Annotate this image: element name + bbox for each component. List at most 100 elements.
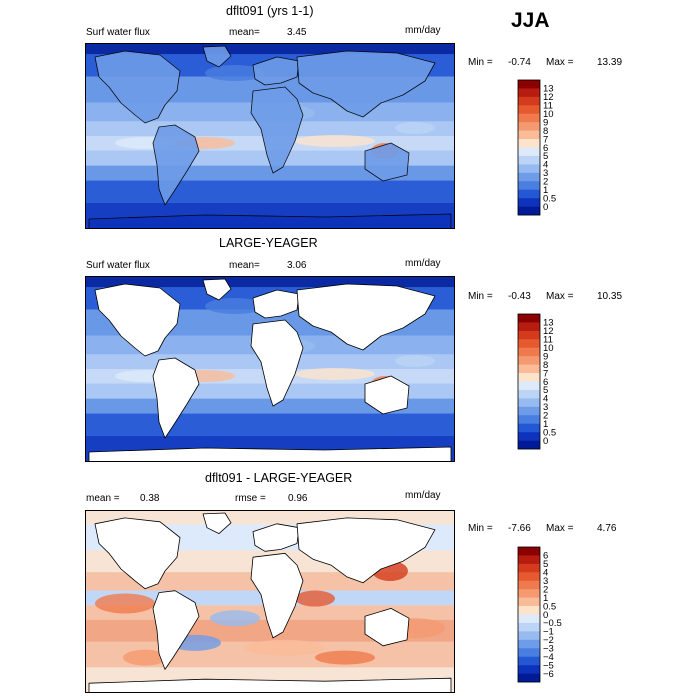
colorbar-tick-label: −0.5 [543, 618, 562, 629]
panel-2-mean-label: mean= [229, 260, 260, 271]
colorbar-swatch [518, 364, 540, 374]
panel-3-units: mm/day [405, 490, 441, 501]
map-coastline [250, 319, 304, 407]
colorbar-tick-label: 3 [543, 576, 548, 587]
colorbar-tick-label: 4 [543, 568, 548, 579]
map-coastline [250, 86, 304, 174]
colorbar-tick-label: −5 [543, 660, 554, 671]
map-coastline [94, 50, 181, 124]
colorbar-tick-label: 0 [543, 436, 548, 447]
colorbar-swatch [518, 356, 540, 365]
colorbar-swatch [518, 398, 540, 408]
panel-1-map [85, 43, 455, 229]
colorbar-swatch [518, 631, 540, 641]
colorbar-swatch [518, 113, 540, 123]
panel-2-mean-value: 3.06 [287, 260, 307, 271]
panel-3-min-label: Min = [468, 523, 493, 534]
panel-2-min-value: -0.43 [508, 291, 531, 302]
colorbar-swatch [518, 656, 540, 666]
colorbar-swatch [518, 164, 540, 174]
colorbar-swatch [518, 547, 540, 556]
colorbar-swatch [518, 189, 540, 199]
colorbar-swatch [518, 155, 540, 165]
panel-3-max-value: 4.76 [597, 523, 617, 534]
colorbar-tick-label: 12 [543, 326, 554, 337]
colorbar-swatch [518, 614, 540, 624]
colorbar-swatch [518, 432, 540, 441]
colorbar-tick-label: 4 [543, 160, 548, 171]
colorbar-tick-label: 0.5 [543, 427, 556, 438]
colorbar-swatch [518, 673, 540, 683]
colorbar-tick-label: 0.5 [543, 193, 556, 204]
panel-1-max-value: 13.39 [597, 57, 623, 68]
colorbar-tick-label: 1 [543, 593, 548, 604]
colorbar-swatch [518, 105, 540, 115]
panel-3-min-value: -7.66 [508, 523, 531, 534]
colorbar-swatch [518, 381, 540, 391]
colorbar-swatch [518, 373, 540, 382]
map-field-blob [205, 65, 265, 81]
colorbar-swatch [518, 122, 540, 131]
panel-2-field-label: Surf water flux [86, 260, 150, 271]
panel-2-max-label: Max = [546, 291, 574, 302]
colorbar-swatch [518, 181, 540, 190]
panel-1-field-label: Surf water flux [86, 27, 150, 38]
colorbar-swatch [518, 555, 540, 565]
panel-1-min-label: Min = [468, 57, 493, 68]
colorbar-swatch [518, 206, 540, 216]
map-coastline [296, 50, 436, 118]
map-coastline [152, 357, 200, 439]
colorbar-swatch [518, 580, 540, 590]
colorbar-tick-label: −1 [543, 627, 554, 638]
panel-1-units: mm/day [405, 25, 441, 36]
panel-3-rmse-value: 0.96 [288, 493, 308, 504]
colorbar-frame [517, 313, 541, 450]
panel-3-mean-value: 0.38 [140, 493, 160, 504]
colorbar-tick-label: 12 [543, 92, 554, 103]
colorbar-frame [517, 546, 541, 683]
colorbar-tick-label: 3 [543, 402, 548, 413]
colorbar-tick-label: 5 [543, 151, 548, 162]
map-coastline [364, 608, 410, 647]
map-coastline [88, 677, 452, 693]
colorbar-swatch [518, 147, 540, 157]
colorbar-swatch [518, 665, 540, 674]
panel-3-max-label: Max = [546, 523, 574, 534]
colorbar-swatch [518, 172, 540, 182]
map-frame [85, 43, 455, 229]
colorbar-swatch [518, 330, 540, 340]
colorbar-swatch [518, 406, 540, 416]
panel-2-map [85, 276, 455, 462]
colorbar-swatch [518, 648, 540, 657]
panel-1-mean-value: 3.45 [287, 27, 307, 38]
map-frame [85, 510, 455, 693]
colorbar-tick-label: 2 [543, 177, 548, 188]
map-field-band [85, 276, 455, 288]
map-coastline [202, 45, 232, 68]
colorbar-tick-label: 6 [543, 143, 548, 154]
colorbar-tick-label: −2 [543, 635, 554, 646]
colorbar-swatch [518, 440, 540, 450]
colorbar-tick-label: 1 [543, 419, 548, 430]
map-field-blob [295, 368, 375, 380]
panel-3-map [85, 510, 455, 693]
colorbar-tick-label: 9 [543, 118, 548, 129]
colorbar-tick-label: 10 [543, 109, 554, 120]
map-coastline [88, 446, 452, 462]
map-coastline [152, 590, 200, 670]
colorbar-swatch [518, 339, 540, 349]
map-coastline [296, 283, 436, 351]
map-field-blob [123, 649, 167, 666]
colorbar-swatch [518, 88, 540, 98]
colorbar-tick-label: 6 [543, 551, 548, 562]
map-field-blob [395, 355, 435, 367]
colorbar-swatch [518, 80, 540, 89]
colorbar-tick-label: 2 [543, 411, 548, 422]
colorbar-swatch [518, 322, 540, 332]
map-coastline [152, 124, 200, 206]
colorbar-tick-label: 11 [543, 335, 553, 346]
colorbar-tick-label: 0 [543, 202, 548, 213]
map-field-blob [245, 639, 325, 656]
panel-2-title: LARGE-YEAGER [219, 236, 318, 250]
